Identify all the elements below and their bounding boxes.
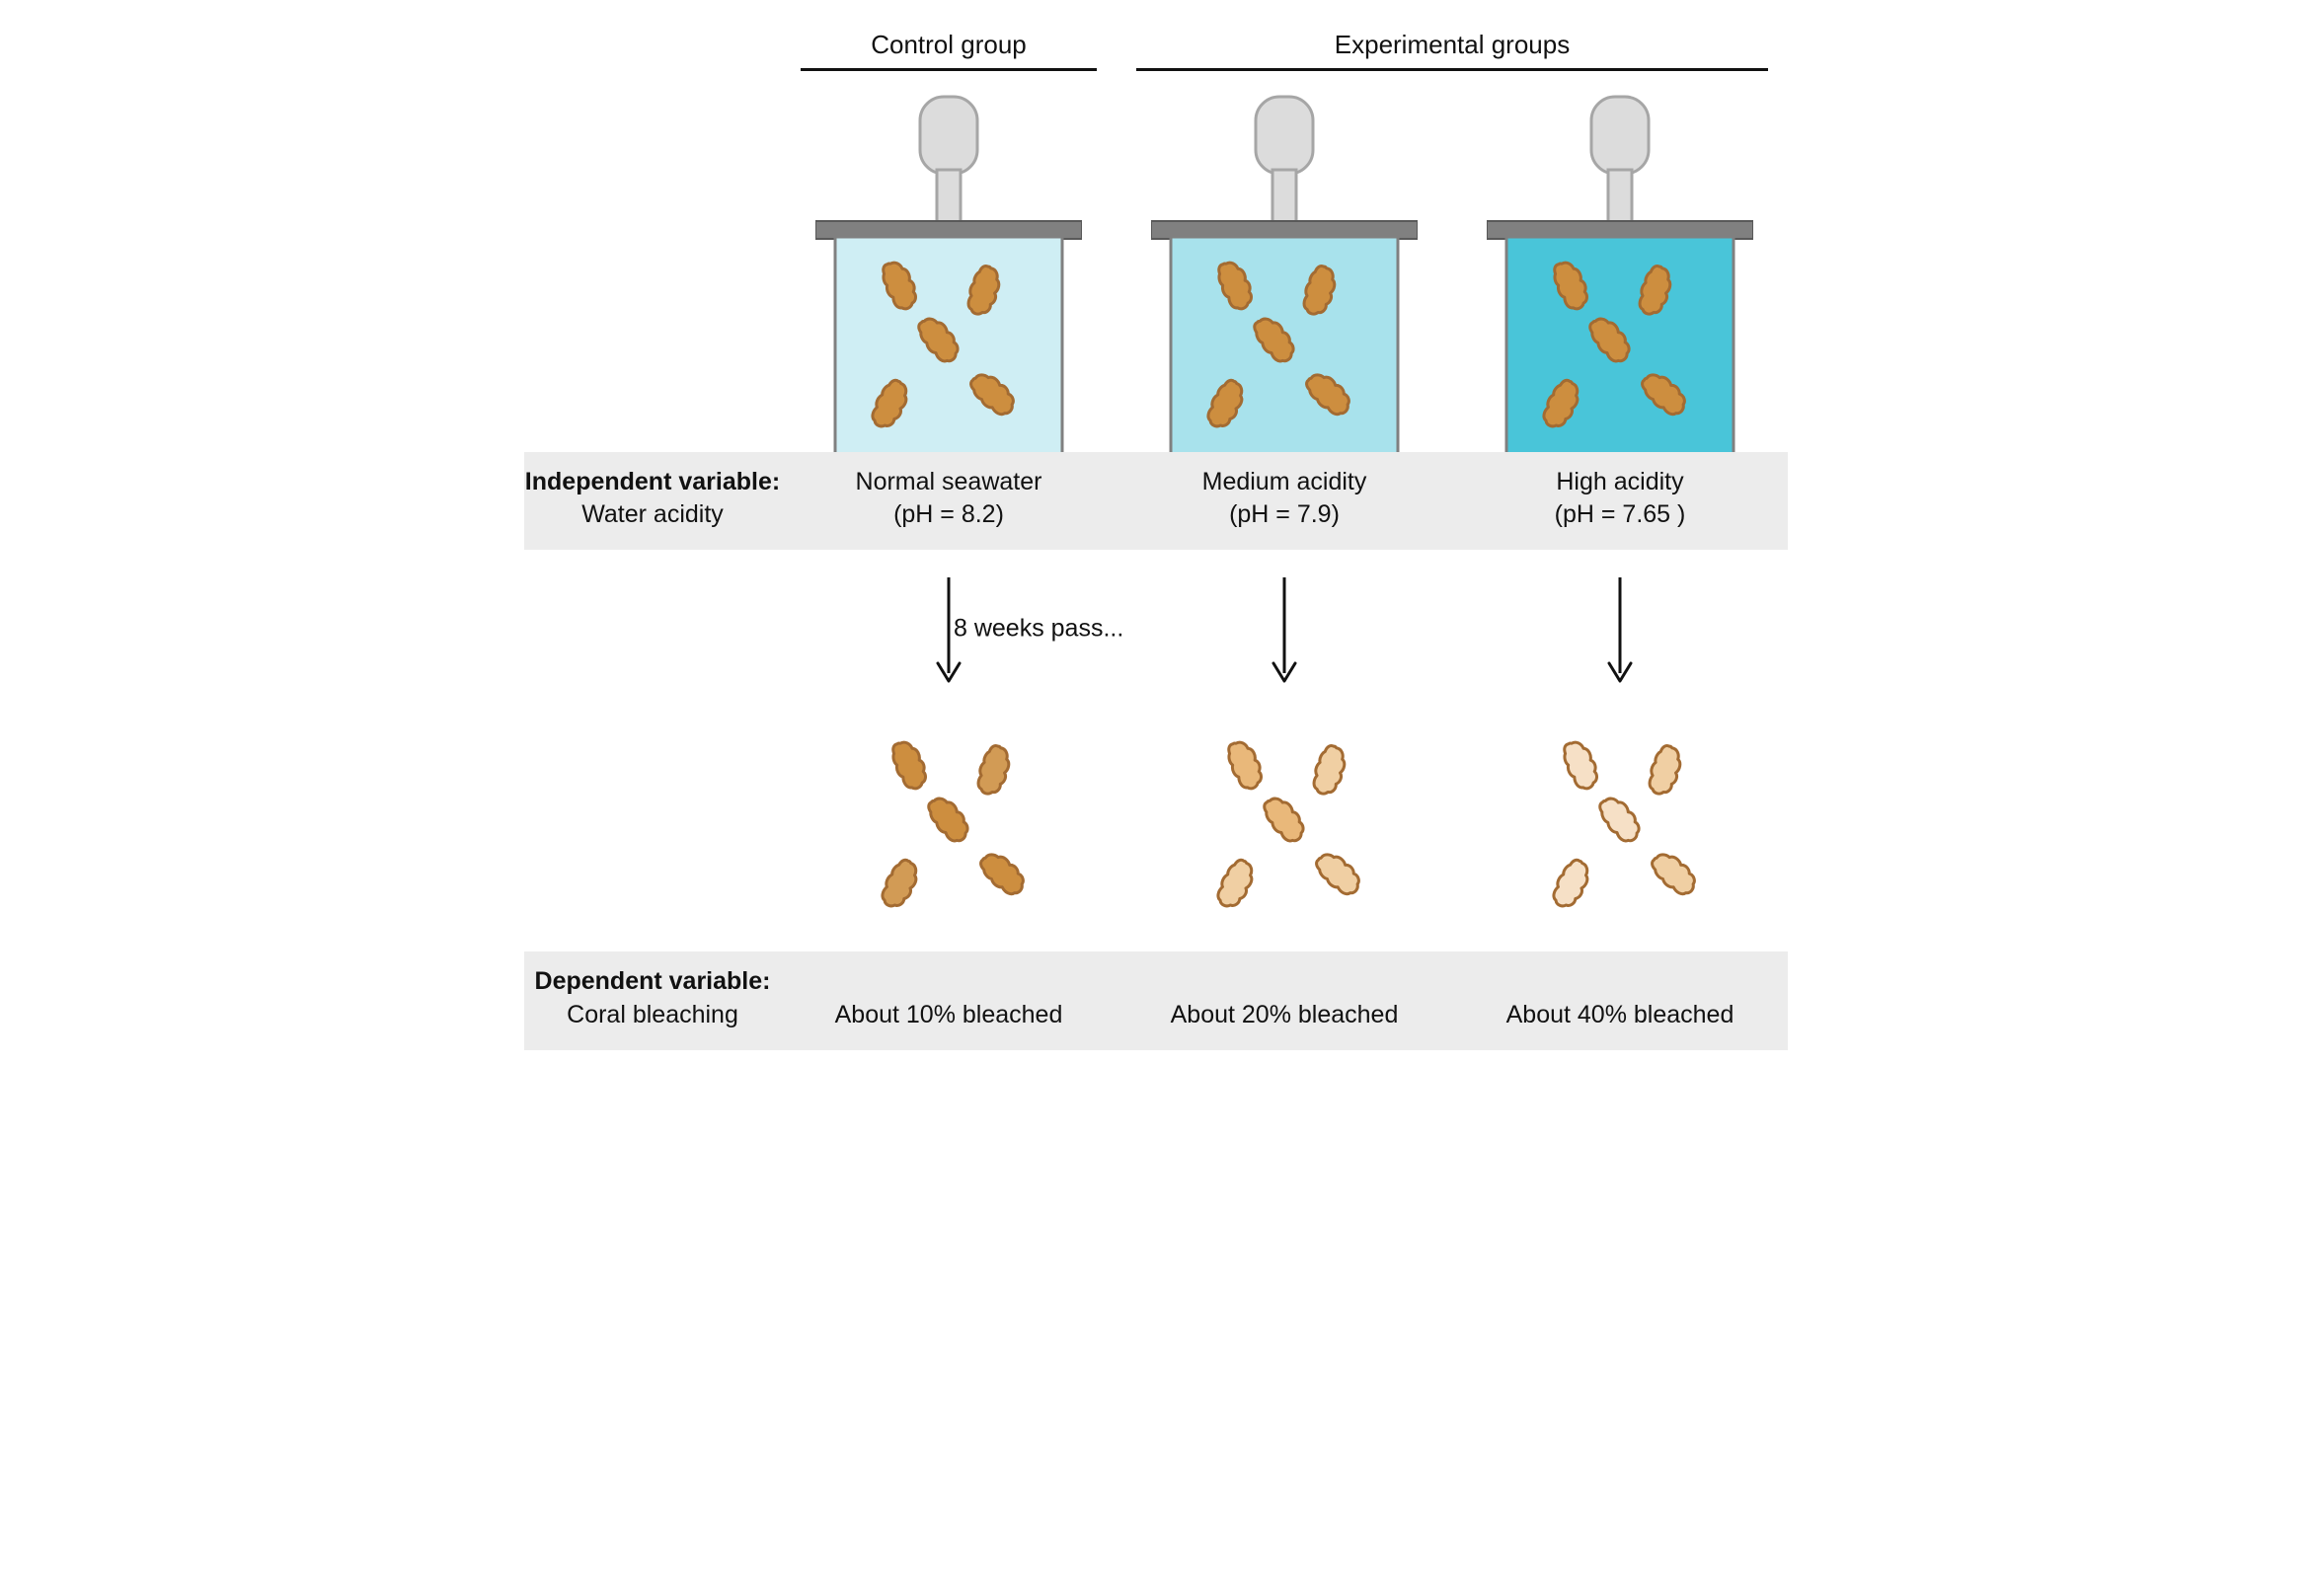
iv-medium-title: Medium acidity: [1117, 466, 1452, 499]
header-control-title: Control group: [781, 30, 1117, 68]
dv-label: Dependent variable: Coral bleaching: [524, 965, 781, 1032]
results-row: [524, 707, 1788, 951]
header-control: Control group: [781, 30, 1117, 71]
iv-control-sub: (pH = 8.2): [781, 498, 1117, 532]
time-label: 8 weeks pass...: [954, 614, 1123, 643]
dv-medium: About 20% bleached: [1117, 999, 1452, 1032]
result-coral-cluster: [1161, 707, 1408, 944]
iv-control-title: Normal seawater: [781, 466, 1117, 499]
tank-svg: [1487, 95, 1753, 452]
tank-high: [1452, 95, 1788, 452]
iv-label-sub: Water acidity: [524, 498, 781, 532]
dependent-variable-band: Dependent variable: Coral bleaching Abou…: [524, 951, 1788, 1050]
header-experimental: Experimental groups: [1117, 30, 1788, 71]
arrow-high: [1452, 573, 1788, 687]
tank-svg: [815, 95, 1082, 452]
header-control-rule: [801, 68, 1097, 71]
dv-label-strong: Dependent variable:: [524, 965, 781, 999]
iv-control: Normal seawater (pH = 8.2): [781, 466, 1117, 533]
iv-label-strong: Independent variable:: [524, 466, 781, 499]
result-high: [1452, 707, 1788, 944]
dv-high: About 40% bleached: [1452, 999, 1788, 1032]
experiment-diagram: Control group Experimental groups Indepe…: [524, 30, 1788, 1050]
result-control: [781, 707, 1117, 944]
tank-svg: [1151, 95, 1418, 452]
iv-medium-sub: (pH = 7.9): [1117, 498, 1452, 532]
header-row: Control group Experimental groups: [524, 30, 1788, 71]
dv-medium-text: About 20% bleached: [1117, 999, 1452, 1032]
header-experimental-rule: [1136, 68, 1768, 71]
dv-label-sub: Coral bleaching: [524, 999, 781, 1032]
iv-medium: Medium acidity (pH = 7.9): [1117, 466, 1452, 533]
result-coral-cluster: [1497, 707, 1743, 944]
down-arrow-icon: [1270, 573, 1299, 687]
arrow-medium: [1117, 573, 1452, 687]
dv-high-text: About 40% bleached: [1452, 999, 1788, 1032]
result-coral-cluster: [825, 707, 1072, 944]
iv-high-sub: (pH = 7.65 ): [1452, 498, 1788, 532]
tanks-row: [524, 95, 1788, 452]
iv-label: Independent variable: Water acidity: [524, 466, 781, 533]
iv-high-title: High acidity: [1452, 466, 1788, 499]
header-experimental-title: Experimental groups: [1117, 30, 1788, 68]
down-arrow-icon: [1605, 573, 1635, 687]
result-medium: [1117, 707, 1452, 944]
iv-high: High acidity (pH = 7.65 ): [1452, 466, 1788, 533]
dv-control-text: About 10% bleached: [781, 999, 1117, 1032]
arrow-row: 8 weeks pass...: [524, 550, 1788, 707]
tank-medium: [1117, 95, 1452, 452]
independent-variable-band: Independent variable: Water acidity Norm…: [524, 452, 1788, 551]
tank-control: [781, 95, 1117, 452]
dv-control: About 10% bleached: [781, 999, 1117, 1032]
